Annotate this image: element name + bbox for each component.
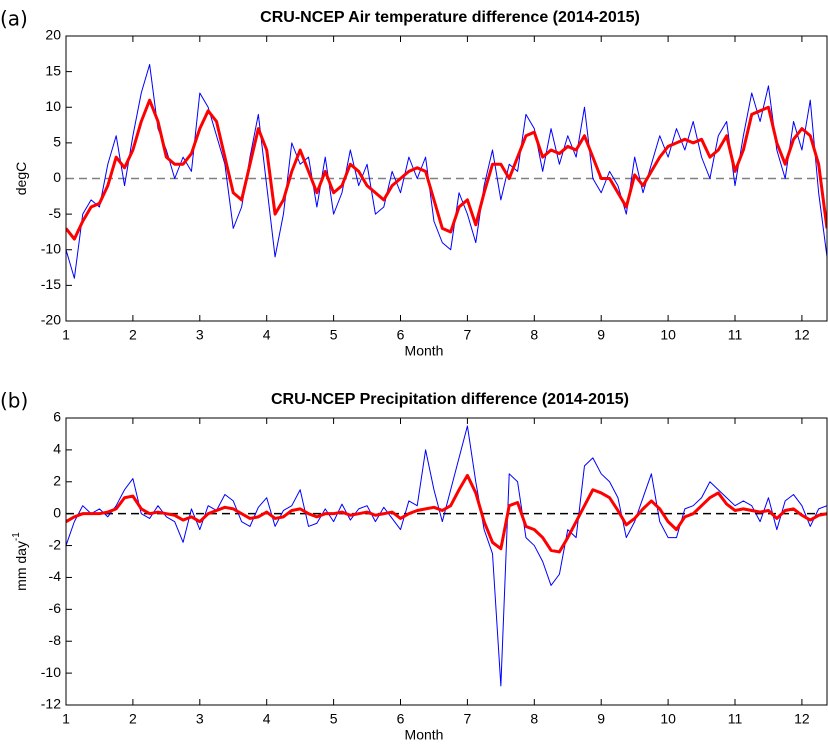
x-tick-label: 6 [397, 711, 405, 727]
chart-title: CRU-NCEP Precipitation difference (2014-… [271, 391, 629, 408]
panel-label: (b) [0, 389, 28, 413]
x-tick-label: 6 [397, 327, 405, 343]
x-tick-label: 5 [330, 711, 338, 727]
x-tick-label: 11 [728, 327, 743, 343]
x-tick-label: 8 [530, 711, 538, 727]
x-tick-label: 7 [464, 711, 472, 727]
x-tick-label: 10 [660, 711, 676, 727]
y-tick-label: -15 [41, 276, 61, 292]
y-tick-label: 0 [53, 504, 61, 520]
y-tick-label: -4 [49, 568, 62, 584]
y-tick-label: 10 [45, 98, 61, 114]
x-tick-label: 1 [62, 711, 70, 727]
y-tick-label: 0 [53, 169, 61, 185]
y-tick-label: 2 [53, 472, 61, 488]
x-tick-label: 2 [129, 711, 137, 727]
x-tick-label: 10 [660, 327, 676, 343]
y-tick-label: -8 [49, 632, 62, 648]
x-tick-label: 12 [794, 327, 810, 343]
x-axis-label: Month [405, 343, 444, 359]
y-tick-label: -12 [41, 696, 61, 712]
y-tick-label: 4 [53, 441, 61, 457]
data-line [66, 473, 827, 554]
chart-title: CRU-NCEP Air temperature difference (201… [260, 9, 640, 26]
y-axis-label: mm day-1 [11, 532, 29, 591]
y-tick-label: 15 [45, 62, 61, 78]
y-axis-label: degC [13, 162, 29, 195]
x-tick-label: 8 [530, 327, 538, 343]
x-tick-label: 4 [263, 711, 271, 727]
y-tick-label: 6 [53, 409, 61, 425]
y-tick-label: -20 [41, 312, 61, 328]
x-tick-label: 3 [196, 327, 204, 343]
x-axis-label: Month [405, 727, 444, 743]
x-tick-label: 9 [597, 327, 605, 343]
y-tick-label: -6 [49, 600, 62, 616]
plot-frame [65, 35, 828, 322]
y-tick-label: -2 [49, 536, 62, 552]
x-tick-label: 1 [62, 327, 70, 343]
y-tick-label: 5 [53, 134, 61, 150]
y-axis-label-text: mm day [13, 541, 29, 591]
x-tick-label: 4 [263, 327, 271, 343]
plot-frame [65, 417, 828, 706]
y-tick-label: -10 [41, 664, 61, 680]
x-tick-label: 5 [330, 327, 338, 343]
y-tick-label: -5 [49, 205, 62, 221]
data-line [66, 98, 827, 241]
x-tick-label: 7 [464, 327, 472, 343]
data-line [66, 64, 827, 279]
x-tick-label: 12 [794, 711, 810, 727]
y-tick-label: -10 [41, 240, 61, 256]
x-tick-label: 3 [196, 711, 204, 727]
y-axis-label-sup: -1 [11, 532, 22, 541]
data-line [66, 425, 827, 687]
x-tick-label: 2 [129, 327, 137, 343]
panel-label: (a) [0, 7, 28, 31]
x-tick-label: 11 [728, 711, 743, 727]
y-axis-label-text: degC [13, 162, 29, 195]
y-tick-label: 20 [45, 27, 61, 43]
x-tick-label: 9 [597, 711, 605, 727]
